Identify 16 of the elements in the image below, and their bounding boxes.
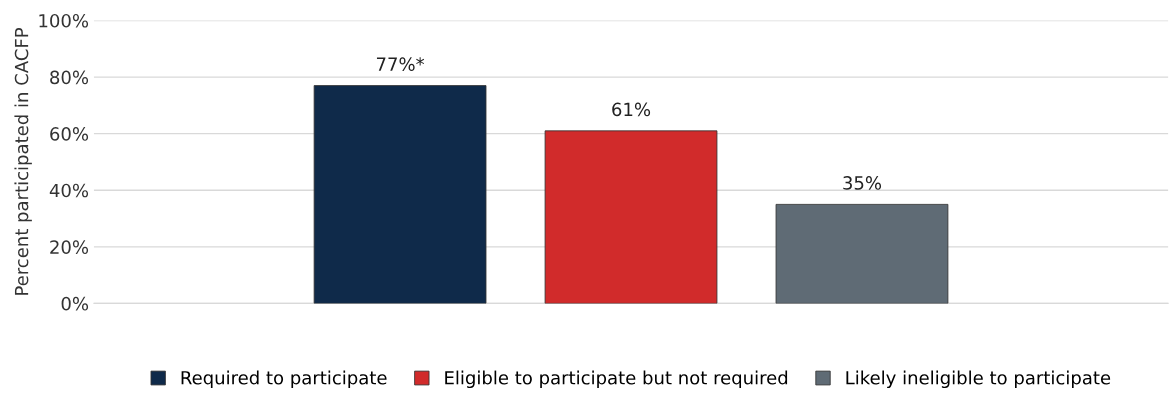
- bar: [313, 85, 487, 304]
- legend-label: Eligible to participate but not required: [445, 370, 788, 389]
- legend-label: Required to participate: [181, 370, 387, 389]
- y-tick-label: 60%: [50, 127, 89, 141]
- bar: [544, 130, 718, 304]
- y-tick-label: 100%: [39, 13, 89, 28]
- y-axis-title: Percent participated in CACFP: [14, 27, 32, 295]
- y-tick-label: 20%: [50, 240, 89, 254]
- data-label: 61%: [612, 102, 651, 117]
- legend-label: Likely ineligible to participate: [846, 370, 1111, 389]
- bar: [775, 203, 949, 304]
- y-tick-label: 0%: [61, 296, 89, 311]
- y-tick-label: 80%: [50, 70, 89, 85]
- y-tick-label: 40%: [49, 183, 89, 198]
- data-label: 35%: [843, 176, 882, 190]
- data-label: 77%*: [376, 57, 425, 71]
